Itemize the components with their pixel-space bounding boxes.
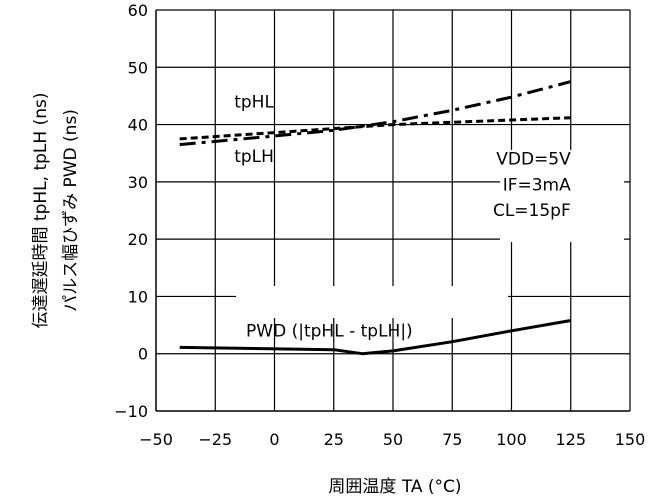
- y-axis-label-2: パルス幅ひずみ PWD (ns): [61, 109, 81, 312]
- x-tick-label: −25: [198, 430, 232, 449]
- y-tick-labels: 60 50 40 30 20 10 0 −10: [114, 1, 148, 421]
- x-tick-label: 100: [496, 430, 527, 449]
- x-tick-label: 25: [324, 430, 344, 449]
- x-tick-labels: −50 −25 0 25 50 75 100 125 150: [139, 430, 645, 449]
- y-tick-label: 50: [128, 58, 148, 77]
- annotations: tpHL tpLH PWD (|tpHL - tpLH|) VDD=5V IF=3mA C…: [234, 92, 571, 341]
- y-tick-label: 20: [128, 230, 148, 249]
- x-tick-label: 150: [615, 430, 646, 449]
- annotation-label: IF=3mA: [503, 175, 571, 195]
- y-tick-label: −10: [114, 402, 148, 421]
- y-tick-label: 60: [128, 1, 148, 20]
- annotation-label: VDD=5V: [496, 150, 571, 170]
- y-tick-label: 40: [128, 116, 148, 135]
- series-line: [179, 319, 572, 356]
- x-tick-label: 0: [269, 430, 279, 449]
- annotation-label: tpLH: [234, 147, 274, 167]
- x-tick-label: 50: [383, 430, 403, 449]
- y-tick-label: 30: [128, 173, 148, 192]
- y-axis-label-1: 伝達遅延時間 tpHL, tpLH (ns): [31, 93, 51, 329]
- x-tick-label: 125: [555, 430, 586, 449]
- pwd-label-background: [236, 286, 508, 318]
- y-tick-label: 10: [128, 287, 148, 306]
- series-line: [179, 116, 571, 141]
- x-tick-label: 75: [442, 430, 462, 449]
- annotation-label: PWD (|tpHL - tpLH|): [246, 322, 413, 342]
- conditions-label-background: [500, 150, 624, 242]
- x-axis-label: 周囲温度 TA (°C): [328, 477, 461, 497]
- y-tick-label: 0: [138, 345, 148, 364]
- x-tick-label: −50: [139, 430, 173, 449]
- annotation-label: tpHL: [234, 92, 274, 112]
- series-line: [179, 80, 572, 147]
- annotation-label: CL=15pF: [493, 201, 571, 221]
- series-layer: [179, 80, 572, 356]
